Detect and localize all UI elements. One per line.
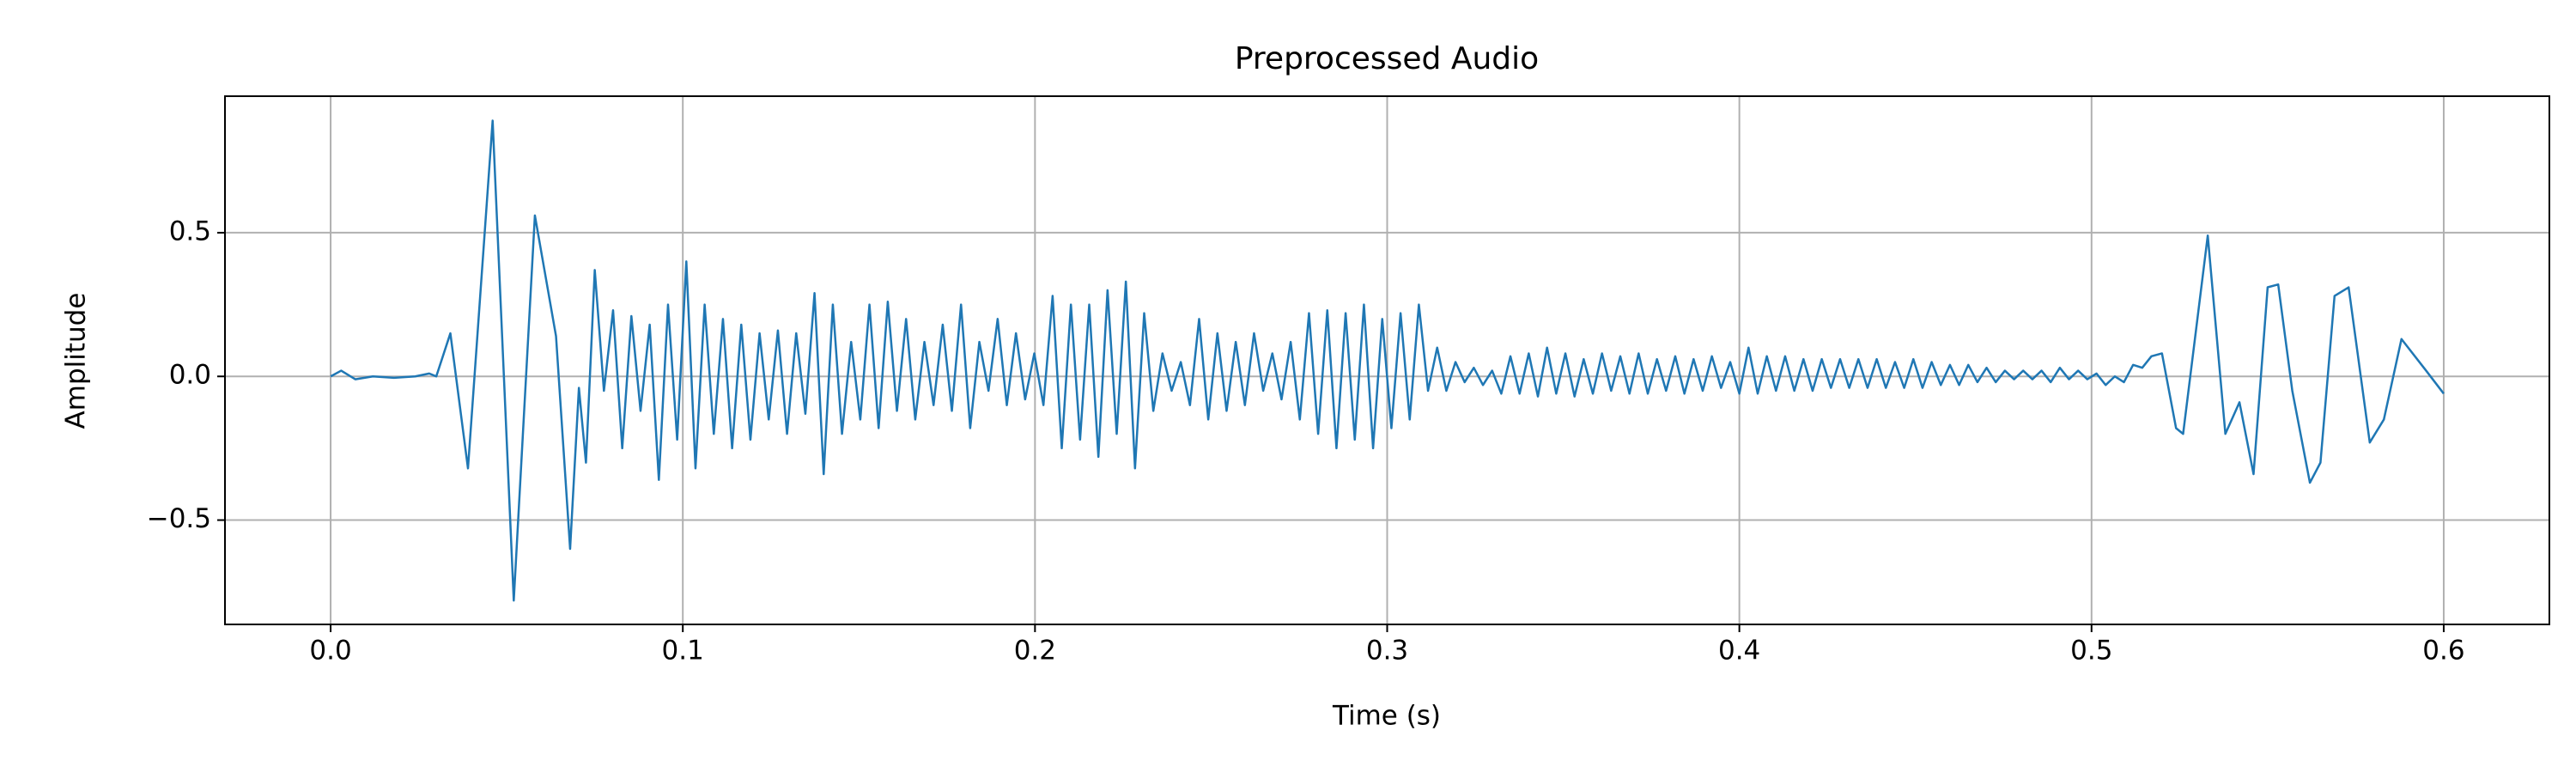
x-tick-label: 0.6 xyxy=(2422,636,2464,666)
x-axis-label: Time (s) xyxy=(1332,701,1441,732)
waveform xyxy=(330,119,2445,602)
chart-title: Preprocessed Audio xyxy=(1235,41,1539,76)
y-axis-label: Amplitude xyxy=(61,293,92,429)
x-tick-label: 0.2 xyxy=(1014,636,1056,666)
y-tick-label: 0.5 xyxy=(169,216,211,247)
x-tick-label: 0.5 xyxy=(2070,636,2112,666)
y-tick-label: −0.5 xyxy=(147,503,211,534)
x-tick-label: 0.0 xyxy=(309,636,351,666)
x-tick-label: 0.1 xyxy=(662,636,704,666)
x-tick-label: 0.4 xyxy=(1718,636,1760,666)
plot-frame xyxy=(224,95,2550,625)
y-tick-label: 0.0 xyxy=(169,360,211,391)
x-tick-label: 0.3 xyxy=(1366,636,1408,666)
